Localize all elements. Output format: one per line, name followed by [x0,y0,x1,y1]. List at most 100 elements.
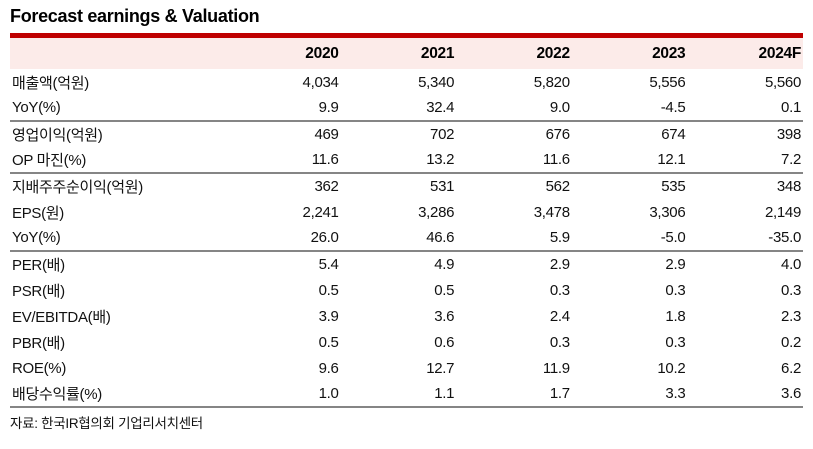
table-row: EV/EBITDA(배) 3.9 3.6 2.4 1.8 2.3 [10,303,803,329]
row-label: YoY(%) [10,95,225,122]
cell-value: 5.4 [318,256,339,273]
header-cell-year: 2022 [456,38,572,69]
cell-value: 11.9 [542,359,570,377]
table-row: PSR(배) 0.5 0.5 0.3 0.3 0.3 [10,277,803,303]
cell-value: 0.5 [318,333,339,351]
table-row: 매출액(억원) 4,034 5,340 5,820 5,556 5,560 [10,69,803,95]
table-row: ROE(%) 9.6 12.7 11.9 10.2 6.2 [10,355,803,381]
table-row: 영업이익(억원) 469 702 676 674 398 [10,121,803,147]
cell-value: 2.4 [549,307,570,325]
cell-value: 3.6 [687,381,803,408]
valuation-table: 2020 2021 2022 2023 2024F 매출액(억원) 4,034 5,340 5… [10,38,803,408]
cell-value: 348 [776,178,801,195]
cell-value: 0.3 [549,333,570,351]
cell-value: 2.3 [781,307,801,325]
row-label: PSR(배) [12,282,65,300]
cell-value: 535 [661,178,686,195]
cell-value: -4.5 [571,95,688,122]
cell-value: 4.9 [434,256,455,273]
header-cell-year: 2020 [225,38,341,69]
cell-value: 0.3 [665,281,686,299]
cell-value: 2,149 [764,203,801,221]
cell-value: 5,560 [764,73,801,91]
header-cell-year: 2024F [687,38,803,69]
header-row: 2020 2021 2022 2023 2024F [10,38,803,69]
cell-value: 2,241 [302,203,339,221]
table-row: PBR(배) 0.5 0.6 0.3 0.3 0.2 [10,329,803,355]
row-label: PBR(배) [12,334,65,352]
cell-value: -5.0 [571,225,688,252]
cell-value: -35.0 [687,225,803,252]
cell-value: 5,820 [533,73,570,91]
table-row: EPS(원) 2,241 3,286 3,478 3,306 2,149 [10,199,803,225]
cell-value: 1.1 [340,381,457,408]
cell-value: 0.6 [434,333,455,351]
header-cell-year: 2021 [340,38,457,69]
cell-value: 0.5 [434,281,455,299]
table-top-accent-bar [10,33,803,38]
page-title: Forecast earnings & Valuation [10,6,260,26]
cell-value: 2.9 [665,256,686,273]
cell-value: 11.6 [456,147,572,174]
cell-value: 9.6 [318,359,339,377]
cell-value: 9.9 [225,95,341,122]
table-row: PER(배) 5.4 4.9 2.9 2.9 4.0 [10,251,803,277]
cell-value: 1.7 [456,381,572,408]
table-row: YoY(%) 9.9 32.4 9.0 -4.5 0.1 [10,95,803,122]
cell-value: 398 [776,126,801,143]
cell-value: 702 [430,126,455,143]
row-label: 배당수익률(%) [10,381,225,408]
header-cell-label [10,38,225,69]
cell-value: 12.1 [571,147,688,174]
cell-value: 6.2 [781,359,801,377]
cell-value: 3.9 [318,307,339,325]
cell-value: 7.2 [687,147,803,174]
row-label: EPS(원) [12,204,65,222]
cell-value: 2.9 [549,256,570,273]
cell-value: 531 [430,178,455,195]
cell-value: 469 [314,126,339,143]
cell-value: 4,034 [302,73,339,91]
table-row: OP 마진(%) 11.6 13.2 11.6 12.1 7.2 [10,147,803,174]
cell-value: 0.3 [549,281,570,299]
cell-value: 13.2 [340,147,457,174]
row-label: 영업이익(억원) [12,127,103,144]
row-label: PER(배) [12,257,65,274]
row-label: OP 마진(%) [10,147,225,174]
cell-value: 1.8 [665,307,686,325]
cell-value: 4.0 [781,256,801,273]
cell-value: 9.0 [456,95,572,122]
cell-value: 32.4 [340,95,457,122]
cell-value: 676 [545,126,570,143]
cell-value: 0.2 [781,333,801,351]
row-label: YoY(%) [10,225,225,252]
row-label: ROE(%) [12,359,67,377]
cell-value: 562 [545,178,570,195]
cell-value: 0.5 [318,281,339,299]
cell-value: 3.6 [434,307,455,325]
table-body: 매출액(억원) 4,034 5,340 5,820 5,556 5,560 YoY(%) 9.… [10,69,803,408]
cell-value: 1.0 [225,381,341,408]
cell-value: 10.2 [657,359,686,377]
row-label: 매출액(억원) [12,74,89,92]
cell-value: 5,556 [649,73,686,91]
cell-value: 362 [314,178,339,195]
cell-value: 26.0 [225,225,341,252]
cell-value: 3,286 [418,203,455,221]
cell-value: 3,306 [649,203,686,221]
source-note: 자료: 한국IR협의회 기업리서치센터 [10,416,203,431]
row-label: EV/EBITDA(배) [12,308,111,326]
cell-value: 0.3 [781,281,801,299]
table-row: YoY(%) 26.0 46.6 5.9 -5.0 -35.0 [10,225,803,252]
cell-value: 46.6 [340,225,457,252]
cell-value: 12.7 [426,359,455,377]
cell-value: 5.9 [456,225,572,252]
cell-value: 3,478 [533,203,570,221]
table-row: 배당수익률(%) 1.0 1.1 1.7 3.3 3.6 [10,381,803,408]
cell-value: 0.3 [665,333,686,351]
header-cell-year: 2023 [571,38,688,69]
cell-value: 5,340 [418,73,455,91]
cell-value: 11.6 [225,147,341,174]
cell-value: 3.3 [571,381,688,408]
